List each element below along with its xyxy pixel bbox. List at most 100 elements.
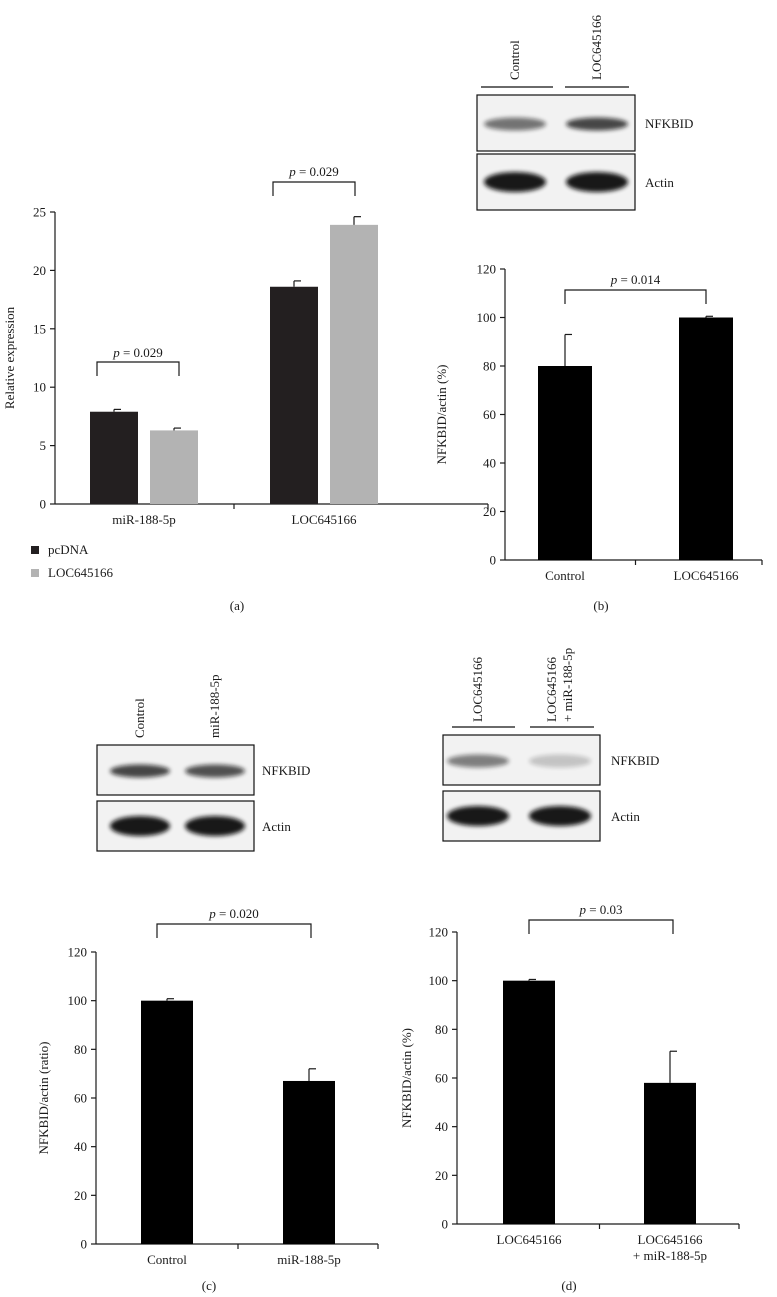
y-axis-title: NFKBID/actin (%): [434, 364, 449, 464]
chart-c: 0 20 40 60 80 100 120 NFKBID/actin (ratio) Contr…: [36, 906, 379, 1267]
panel-label-c: (c): [202, 1278, 216, 1293]
pvalue-bracket: [528, 919, 674, 934]
pvalue-pvalue-value: = 0.03: [586, 902, 623, 917]
y-tick-label: 25: [33, 205, 46, 220]
y-tick-label: 120: [429, 925, 449, 940]
y-tick-label: 80: [483, 359, 496, 374]
blot-band: [566, 117, 628, 131]
bar-1: [283, 1080, 335, 1244]
x-category-label: LOC645166: [674, 568, 740, 583]
pvalue-pvalue-p: p: [578, 902, 586, 917]
y-axis-title: NFKBID/actin (%): [399, 1028, 414, 1128]
lane-label: LOC645166: [544, 657, 559, 723]
legend-label-loc645166: LOC645166: [48, 565, 114, 580]
bar-0: [141, 1000, 193, 1244]
pvalue-pvalue-p: p: [610, 272, 618, 287]
legend-swatch-loc645166: [31, 569, 39, 577]
x-category-label: LOC645166: [497, 1232, 563, 1247]
y-tick-label: 20: [74, 1188, 87, 1203]
x-category-label: + miR-188-5p: [633, 1248, 707, 1263]
blot-band: [185, 816, 245, 836]
blot-band: [110, 764, 170, 778]
y-axis-title: NFKBID/actin (ratio): [36, 1041, 51, 1154]
y-tick-label: 20: [483, 504, 496, 519]
legend-label-pcdna: pcDNA: [48, 542, 89, 557]
y-tick-label: 80: [435, 1022, 448, 1037]
blots-layer: NFKBID Actin Control LOC645166 NFKBID Actin Co…: [96, 15, 693, 852]
blot-band: [110, 816, 170, 836]
y-tick-label: 60: [74, 1091, 87, 1106]
bar-1: [679, 317, 733, 560]
y-tick-label: 15: [33, 321, 46, 336]
y-tick-label: 60: [483, 407, 496, 422]
panel-label-b: (b): [593, 598, 608, 613]
y-axis-title: Relative expression: [2, 306, 17, 409]
y-tick-label: 60: [435, 1071, 448, 1086]
bar-loc645166-1: [330, 224, 378, 504]
y-tick-label: 0: [81, 1237, 88, 1252]
blot-band-label: Actin: [262, 819, 291, 834]
y-tick-label: 0: [40, 497, 47, 512]
bar-0: [503, 980, 555, 1224]
bar-pcdna-1: [270, 286, 318, 504]
blot-band: [447, 806, 509, 826]
y-tick-label: 80: [74, 1042, 87, 1057]
blot-band: [484, 172, 546, 192]
y-tick-label: 40: [74, 1139, 87, 1154]
lane-label: LOC645166: [589, 15, 604, 81]
bar-loc645166-0: [150, 430, 198, 504]
x-category-label: Control: [545, 568, 585, 583]
pvalue-pvalue-p: p: [208, 906, 216, 921]
y-tick-label: 40: [483, 456, 496, 471]
blot-band: [529, 806, 591, 826]
blot-band: [529, 754, 591, 768]
legend-panel-a: pcDNA LOC645166: [31, 542, 114, 580]
lane-label: Control: [132, 698, 147, 738]
blot-panel-2: NFKBID Actin Control miR-188-5p: [96, 674, 310, 852]
blot-band-label: NFKBID: [611, 753, 659, 768]
y-tick-label: 120: [477, 262, 497, 277]
x-category-label: miR-188-5p: [112, 512, 176, 527]
pvalue-pvalue: p = 0.020: [208, 906, 259, 921]
pvalue-1-bracket: [272, 181, 356, 196]
lane-label: miR-188-5p: [207, 674, 222, 738]
pvalue-1-pvalue-value: = 0.029: [296, 164, 339, 179]
pvalue-bracket: [156, 923, 312, 938]
blot-band: [484, 117, 546, 131]
bar-0: [538, 366, 592, 560]
bar-1: [644, 1082, 696, 1224]
blot-band: [447, 754, 509, 768]
lane-label: LOC645166: [470, 657, 485, 723]
legend-swatch-pcdna: [31, 546, 39, 554]
x-category-label: LOC645166: [638, 1232, 704, 1247]
x-category-label: Control: [147, 1252, 187, 1267]
pvalue-bracket: [564, 289, 707, 304]
bar-pcdna-0: [90, 411, 138, 504]
blot-band-label: Actin: [611, 809, 640, 824]
blot-band-label: NFKBID: [262, 763, 310, 778]
y-tick-label: 0: [490, 553, 497, 568]
chart-d: 0 20 40 60 80 100 120 NFKBID/actin (%) LOC645166…: [399, 902, 740, 1263]
panel-label-d: (d): [561, 1278, 576, 1293]
chart-b: 0 20 40 60 80 100 120 NFKBID/actin (%) Control LO…: [434, 262, 763, 583]
pvalue-0-pvalue-p: p: [112, 345, 120, 360]
y-tick-label: 20: [33, 263, 46, 278]
x-category-label: miR-188-5p: [277, 1252, 341, 1267]
blot-band: [185, 764, 245, 778]
y-tick-label: 10: [33, 380, 46, 395]
x-category-label: LOC645166: [292, 512, 358, 527]
y-tick-label: 100: [477, 310, 497, 325]
pvalue-0-pvalue-value: = 0.029: [120, 345, 163, 360]
blot-band: [566, 172, 628, 192]
blot-band-label: NFKBID: [645, 116, 693, 131]
y-tick-label: 20: [435, 1168, 448, 1183]
pvalue-1-pvalue: p = 0.029: [288, 164, 339, 179]
pvalue-1-pvalue-p: p: [288, 164, 296, 179]
y-tick-label: 0: [442, 1217, 449, 1232]
charts-layer: 0 5 10 15 20 25 Relative expression miR-188-5p p…: [2, 164, 763, 1267]
pvalue-pvalue: p = 0.014: [610, 272, 661, 287]
chart-a: 0 5 10 15 20 25 Relative expression miR-188-5p p…: [2, 164, 489, 527]
y-tick-label: 120: [68, 945, 88, 960]
